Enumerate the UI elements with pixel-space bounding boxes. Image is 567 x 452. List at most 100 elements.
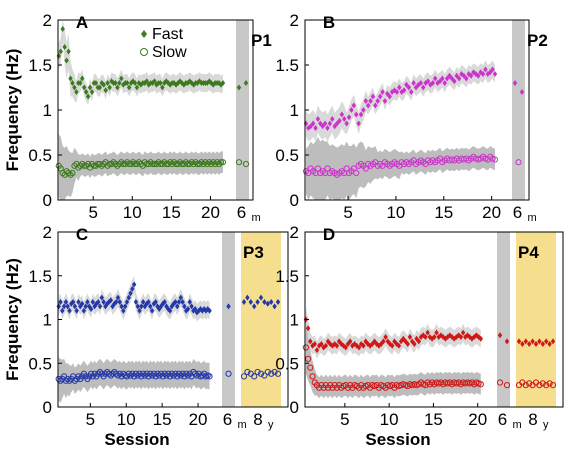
point-fast — [169, 303, 175, 310]
x-axis-label: Session — [365, 430, 430, 449]
point-slow — [180, 160, 187, 168]
point-fast — [117, 299, 122, 305]
point-slow — [196, 160, 203, 168]
point-fast — [512, 80, 518, 86]
point-fast — [497, 332, 503, 339]
point-slow — [149, 160, 156, 168]
point-slow — [67, 171, 74, 178]
band-slow — [58, 357, 210, 403]
point-slow — [122, 160, 129, 168]
point-fast — [119, 303, 124, 310]
point-fast — [387, 93, 392, 100]
point-slow — [190, 160, 197, 168]
point-slow — [111, 368, 118, 376]
band-fast — [305, 60, 495, 142]
point-fast — [381, 338, 386, 345]
point-fast — [149, 307, 155, 314]
y-tick-label: 0.5 — [28, 354, 52, 373]
x-tick-sub: y — [543, 419, 549, 431]
point-fast — [70, 80, 75, 86]
point-fast — [158, 80, 163, 86]
point-slow — [214, 159, 221, 166]
point-slow — [274, 370, 282, 377]
point-fast — [79, 300, 85, 307]
x-tick-label: 20 — [201, 203, 220, 222]
point-fast — [375, 98, 380, 104]
x-tick-label: 20 — [189, 410, 208, 429]
band-slow — [305, 321, 481, 399]
series-fast — [56, 281, 281, 316]
point-fast — [105, 80, 110, 86]
point-fast — [109, 78, 114, 85]
legend-marker-slow — [140, 48, 148, 56]
point-fast — [97, 84, 103, 91]
point-fast — [458, 334, 464, 340]
point-slow — [102, 370, 109, 377]
point-fast — [144, 78, 149, 85]
participant-label: P4 — [518, 243, 539, 262]
point-fast — [269, 299, 274, 305]
point-fast — [148, 303, 153, 310]
participant-label: P2 — [527, 31, 548, 50]
point-fast — [325, 125, 330, 131]
y-tick-label: 1.5 — [275, 267, 299, 286]
point-fast — [90, 299, 96, 305]
point-fast — [74, 89, 79, 95]
point-fast — [154, 81, 159, 88]
point-fast — [173, 299, 178, 305]
point-fast — [187, 299, 192, 305]
point-slow — [145, 160, 152, 168]
point-fast — [416, 338, 422, 345]
point-slow — [148, 372, 156, 379]
point-fast — [383, 334, 388, 340]
point-fast — [87, 84, 93, 91]
followup-band-8y — [516, 232, 556, 407]
x-tick-label: 8 — [528, 410, 537, 429]
point-slow — [104, 368, 111, 376]
point-fast — [407, 334, 413, 340]
point-fast — [175, 80, 181, 86]
point-fast — [152, 78, 157, 85]
point-fast — [476, 72, 481, 79]
panel-letter: D — [323, 225, 335, 244]
point-fast — [60, 307, 65, 314]
point-fast — [315, 116, 321, 122]
legend-label-fast: Fast — [152, 26, 184, 43]
point-slow — [77, 162, 84, 169]
point-fast — [370, 93, 376, 100]
point-fast — [167, 307, 173, 314]
point-fast — [275, 299, 281, 305]
point-slow — [55, 375, 62, 383]
point-slow — [167, 159, 174, 166]
point-slow — [240, 373, 248, 380]
point-fast — [368, 98, 373, 104]
point-slow — [212, 160, 219, 168]
x-tick-label: 10 — [123, 203, 142, 222]
point-fast — [140, 299, 146, 305]
point-slow — [242, 160, 250, 168]
point-fast — [226, 303, 231, 310]
point-fast — [108, 297, 113, 304]
point-slow — [156, 372, 163, 379]
point-slow — [208, 160, 215, 168]
point-slow — [141, 372, 148, 379]
point-slow — [132, 370, 140, 377]
panel-letter: B — [323, 13, 335, 32]
point-slow — [75, 164, 82, 171]
point-fast — [550, 338, 556, 345]
point-fast — [122, 303, 128, 310]
point-fast — [330, 116, 335, 122]
point-fast — [490, 66, 495, 73]
point-slow — [257, 370, 265, 377]
x-tick-label: 6 — [237, 203, 246, 222]
x-tick-label: 10 — [386, 203, 405, 222]
point-slow — [186, 160, 193, 168]
point-fast — [342, 116, 347, 122]
point-fast — [60, 26, 65, 32]
point-slow — [251, 373, 258, 380]
series-slow — [55, 368, 282, 384]
point-fast — [243, 80, 249, 86]
point-slow — [169, 160, 176, 168]
point-fast — [533, 341, 539, 347]
followup-band-6m — [222, 232, 235, 407]
